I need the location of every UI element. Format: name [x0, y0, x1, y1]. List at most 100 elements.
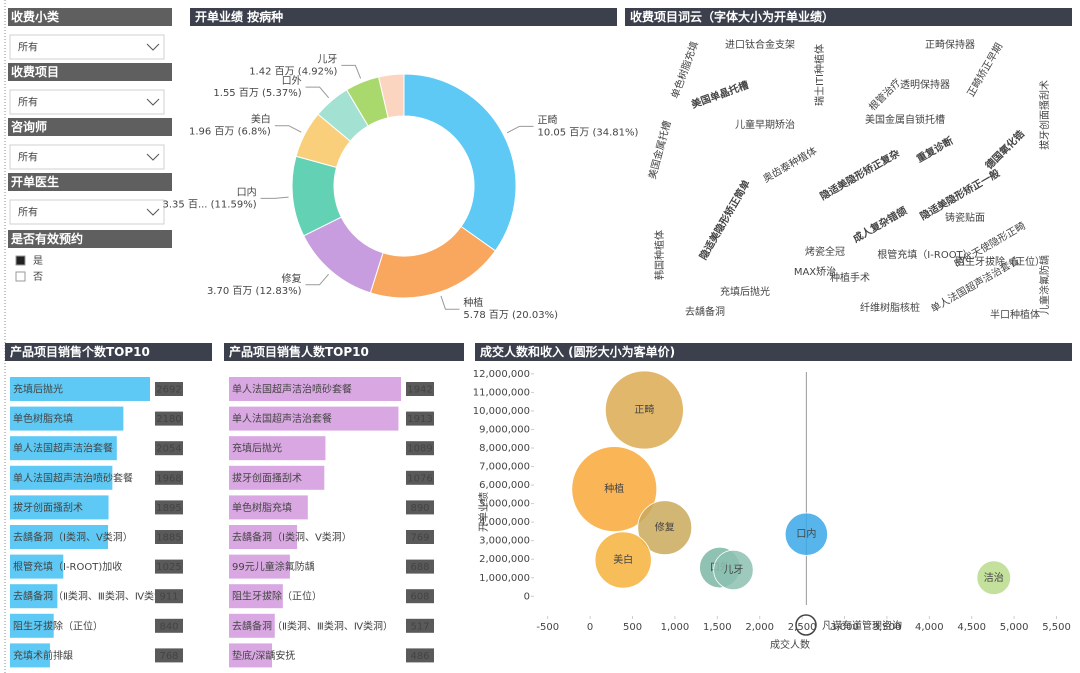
bar-category: 阻生牙拔除（正位）	[13, 619, 103, 632]
panel-title: 开单业绩 按病种	[195, 9, 283, 24]
cloud-word: 成人复杂错颌	[851, 204, 909, 245]
slice-label: 修复	[282, 272, 302, 285]
slice-value-label: 5.78 百万 (20.03%)	[463, 309, 558, 321]
y-tick-label: 6,000,000	[479, 480, 530, 491]
panel-title-bar	[190, 8, 617, 26]
bar-category: 充填后抛光	[13, 383, 63, 396]
value-badge	[155, 618, 183, 633]
bar-category: 充填术前排龈	[13, 649, 73, 662]
bar-value-label: 2054	[156, 444, 181, 455]
filter-header	[8, 230, 172, 248]
dropdown[interactable]	[9, 89, 165, 115]
y-tick-label: 8,000,000	[479, 443, 530, 454]
dropdown-arrow	[146, 98, 160, 106]
leader-line	[341, 64, 362, 79]
bar	[10, 436, 117, 461]
bar-category: 单色树脂充填	[232, 501, 292, 514]
checkbox-label: 否	[33, 271, 43, 283]
bar-value-label: 1025	[156, 562, 181, 573]
cloud-word: 美国单晶托槽	[689, 78, 750, 111]
filter-label: 咨询师	[11, 119, 47, 134]
bar-value-label: 1089	[407, 444, 432, 455]
bubble	[571, 446, 658, 533]
panel-title: 产品项目销售人数TOP10	[229, 344, 369, 359]
bar-value-label: 768	[159, 651, 178, 662]
bar	[10, 406, 124, 431]
bubble	[637, 500, 693, 556]
filter-header	[8, 63, 172, 81]
cloud-word: 隐适美隐形矫正复杂	[818, 146, 902, 202]
y-tick-label: 0	[524, 591, 530, 602]
cloud-word: 半口种植体	[990, 308, 1040, 321]
y-tick-label: 2,000,000	[479, 554, 530, 565]
cloud-word: 烤瓷全冠	[805, 245, 845, 258]
bar-value-label: 1076	[407, 473, 432, 484]
filter-label: 是否有效预约	[10, 231, 83, 246]
leader-line	[506, 125, 534, 134]
slice-label: 种植	[463, 296, 483, 309]
bar	[229, 525, 298, 549]
bar-value-label: 1942	[407, 385, 432, 396]
dropdown[interactable]	[9, 34, 165, 60]
bar-value-label: 769	[410, 533, 429, 544]
leader-line	[274, 125, 302, 133]
bar	[10, 465, 113, 490]
bar	[229, 495, 308, 520]
dropdown-value: 所有	[18, 151, 38, 164]
leader-line	[260, 196, 289, 199]
x-tick-label: 500	[623, 622, 642, 633]
checkbox[interactable]	[15, 255, 26, 266]
donut-slice	[369, 225, 497, 299]
x-tick-label: 1,500	[703, 622, 732, 633]
checkbox[interactable]	[15, 271, 26, 282]
dropdown[interactable]	[9, 144, 165, 170]
filter-header	[8, 8, 172, 26]
value-badge	[406, 441, 434, 456]
cloud-word: 隐适美隐形矫正简单	[696, 178, 752, 262]
cloud-word: 根管治疗	[866, 76, 903, 113]
value-badge	[406, 470, 434, 485]
word-cloud: 成人复杂错颌隐适美隐形矫正一般隐适美隐形矫正简单美国单晶托槽德国氧化锆重复诊断美…	[645, 38, 1051, 321]
bar-category: 充填后抛光	[232, 442, 282, 455]
cloud-word: 去龋备洞	[685, 305, 725, 318]
x-tick-label: 4,500	[957, 622, 986, 633]
bar-value-label: 1895	[156, 503, 181, 514]
bar-category: 拔牙创面搔刮术	[232, 471, 302, 484]
bar-value-label: 2180	[156, 414, 181, 425]
cloud-word: 种植手术	[830, 271, 870, 284]
leader-line	[305, 273, 329, 286]
panel-title: 收费项目词云（字体大小为开单业绩）	[630, 9, 834, 24]
bubble	[594, 531, 652, 589]
value-badge	[155, 382, 183, 396]
cloud-word: 儿童早期矫治	[735, 118, 795, 131]
value-badge	[155, 411, 183, 426]
bubble-label: 种植	[604, 482, 624, 495]
value-badge	[406, 382, 434, 396]
bar-value-label: 486	[410, 651, 429, 662]
slice-value-label: 1.96 百万 (6.8%)	[189, 126, 271, 138]
panel-title: 产品项目销售个数TOP10	[10, 344, 150, 359]
slice-label: 儿牙	[317, 53, 337, 65]
slice-value-label: 1.55 百万 (5.37%)	[213, 87, 301, 99]
bar-value-label: 911	[159, 592, 178, 603]
cloud-word: 美国金属自锁托槽	[865, 113, 945, 126]
dropdown[interactable]	[9, 199, 165, 225]
slice-value-label: 10.05 百万 (34.81%)	[538, 126, 639, 138]
cloud-word: 进口钛合金支架	[725, 38, 795, 51]
dropdown-arrow	[146, 153, 160, 161]
cloud-word: 阻生牙拔除（正位）	[955, 255, 1045, 268]
y-tick-label: 4,000,000	[479, 517, 530, 528]
bar	[10, 584, 58, 609]
bar-category: 根管充填（I-ROOT)加收	[13, 560, 122, 573]
bar-value-label: 890	[410, 503, 429, 514]
bar	[10, 613, 54, 638]
bar-value-label: 1968	[156, 473, 181, 484]
cloud-word: 拔牙创面搔刮术	[1038, 80, 1051, 150]
value-badge	[406, 500, 434, 515]
bar	[229, 554, 290, 579]
value-badge	[155, 589, 183, 604]
bubble	[976, 560, 1012, 596]
bar	[229, 377, 401, 401]
